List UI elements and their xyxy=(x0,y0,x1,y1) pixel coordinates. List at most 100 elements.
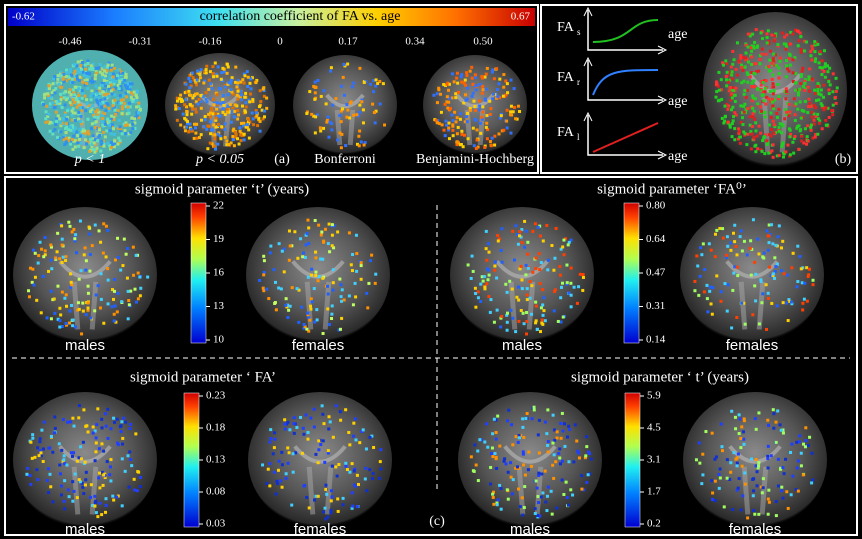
voxel xyxy=(236,81,239,84)
voxel xyxy=(85,142,88,145)
voxel xyxy=(54,123,57,126)
voxel xyxy=(804,426,807,429)
voxel xyxy=(107,85,110,88)
voxel xyxy=(207,125,210,128)
voxel xyxy=(82,441,85,444)
voxel xyxy=(340,146,343,149)
voxel xyxy=(102,484,105,487)
voxel xyxy=(699,246,702,249)
voxel xyxy=(732,451,735,454)
voxel xyxy=(534,222,537,225)
voxel xyxy=(104,109,107,112)
voxel xyxy=(302,433,305,436)
colorbar xyxy=(624,203,639,343)
voxel xyxy=(521,514,524,517)
voxel xyxy=(800,51,803,54)
voxel xyxy=(546,444,549,447)
voxel xyxy=(767,65,770,68)
voxel xyxy=(739,104,742,107)
voxel xyxy=(62,418,65,421)
voxel xyxy=(245,101,248,104)
voxel xyxy=(51,101,54,104)
voxel xyxy=(539,330,542,333)
voxel xyxy=(97,116,100,119)
voxel xyxy=(100,84,103,87)
voxel xyxy=(54,427,57,430)
voxel xyxy=(288,451,291,454)
voxel xyxy=(53,128,56,131)
voxel xyxy=(547,486,550,489)
voxel xyxy=(342,63,345,66)
voxel xyxy=(497,132,500,135)
voxel xyxy=(761,150,764,153)
voxel xyxy=(772,272,775,275)
voxel xyxy=(50,317,53,320)
voxel xyxy=(243,109,246,112)
voxel xyxy=(339,283,342,286)
voxel xyxy=(742,430,745,433)
voxel xyxy=(485,247,488,250)
voxel xyxy=(506,82,509,85)
voxel xyxy=(736,274,739,277)
voxel xyxy=(819,50,822,53)
voxel xyxy=(478,99,481,102)
voxel xyxy=(56,78,59,81)
voxel xyxy=(104,511,107,514)
voxel xyxy=(803,282,806,285)
voxel xyxy=(226,111,229,114)
voxel xyxy=(478,108,481,111)
voxel xyxy=(511,492,514,495)
voxel xyxy=(777,458,780,461)
voxel xyxy=(758,58,761,61)
voxel xyxy=(540,495,543,498)
voxel xyxy=(127,112,130,115)
voxel xyxy=(351,491,354,494)
voxel xyxy=(489,140,492,143)
voxel xyxy=(755,62,758,65)
voxel xyxy=(351,462,354,465)
voxel xyxy=(75,251,78,254)
voxel xyxy=(506,91,509,94)
voxel xyxy=(798,255,801,258)
voxel xyxy=(797,459,800,462)
voxel xyxy=(317,448,320,451)
voxel xyxy=(524,273,527,276)
voxel xyxy=(81,97,84,100)
voxel xyxy=(339,419,342,422)
voxel xyxy=(40,248,43,251)
figure: -0.62 0.67 correlation coefficient of FA… xyxy=(0,0,862,539)
voxel xyxy=(117,137,120,140)
voxel xyxy=(498,82,501,85)
voxel xyxy=(796,108,799,111)
voxel xyxy=(534,512,537,515)
voxel xyxy=(541,323,544,326)
voxel xyxy=(226,63,229,66)
voxel xyxy=(314,251,317,254)
voxel xyxy=(113,133,116,136)
voxel xyxy=(104,123,107,126)
voxel xyxy=(770,454,773,457)
voxel xyxy=(475,88,478,91)
voxel xyxy=(179,94,182,97)
voxel xyxy=(727,104,730,107)
voxel xyxy=(794,72,797,75)
voxel xyxy=(77,145,80,148)
voxel xyxy=(67,221,70,224)
voxel xyxy=(436,121,439,124)
voxel xyxy=(551,442,554,445)
voxel xyxy=(61,261,64,264)
voxel xyxy=(314,81,317,84)
voxel xyxy=(196,79,199,82)
voxel xyxy=(740,302,743,305)
voxel xyxy=(773,39,776,42)
voxel xyxy=(775,421,778,424)
voxel xyxy=(310,113,313,116)
voxel xyxy=(29,441,32,444)
voxel xyxy=(747,46,750,49)
voxel xyxy=(78,278,81,281)
voxel xyxy=(742,438,745,441)
voxel xyxy=(57,114,60,117)
voxel xyxy=(502,86,505,89)
voxel xyxy=(788,114,791,117)
voxel xyxy=(281,250,284,253)
